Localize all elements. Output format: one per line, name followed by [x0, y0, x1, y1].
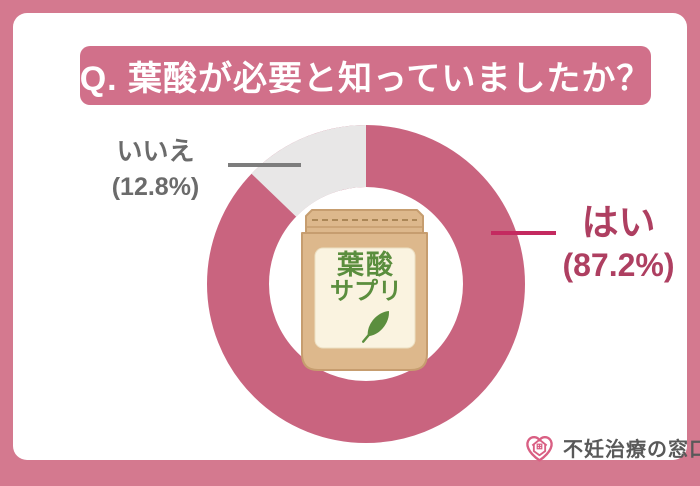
label-no-value: (12.8%) [111, 173, 200, 201]
pouch-label [314, 247, 416, 349]
supplement-pouch-illustration [301, 209, 428, 371]
pouch-label-text: 葉酸 サプリ [305, 251, 427, 304]
content-card: Q. 葉酸が必要と知っていましたか？ [13, 13, 700, 462]
donut-chart [207, 125, 556, 443]
label-no: いいえ (12.8%) [83, 135, 228, 207]
question-title: Q. 葉酸が必要と知っていましたか？ [79, 60, 652, 98]
donut-segment-no [251, 125, 366, 217]
pouch-label-line2: サプリ [330, 278, 402, 305]
brand-name: 不妊治療の窓口 [563, 438, 700, 461]
label-no-name: いいえ [116, 136, 195, 166]
label-yes: はい (87.2%) [536, 202, 700, 286]
label-yes-value: (87.2%) [562, 247, 675, 283]
heart-house-logo-icon [526, 435, 553, 462]
brand-logo: 不妊治療の窓口 [522, 429, 700, 465]
label-yes-name: はい [581, 202, 656, 243]
question-banner: Q. 葉酸が必要と知っていましたか？ [80, 46, 651, 105]
pouch-label-line1: 葉酸 [337, 250, 395, 280]
pouch-top-flap [305, 209, 424, 234]
leaf-icon [361, 310, 389, 343]
